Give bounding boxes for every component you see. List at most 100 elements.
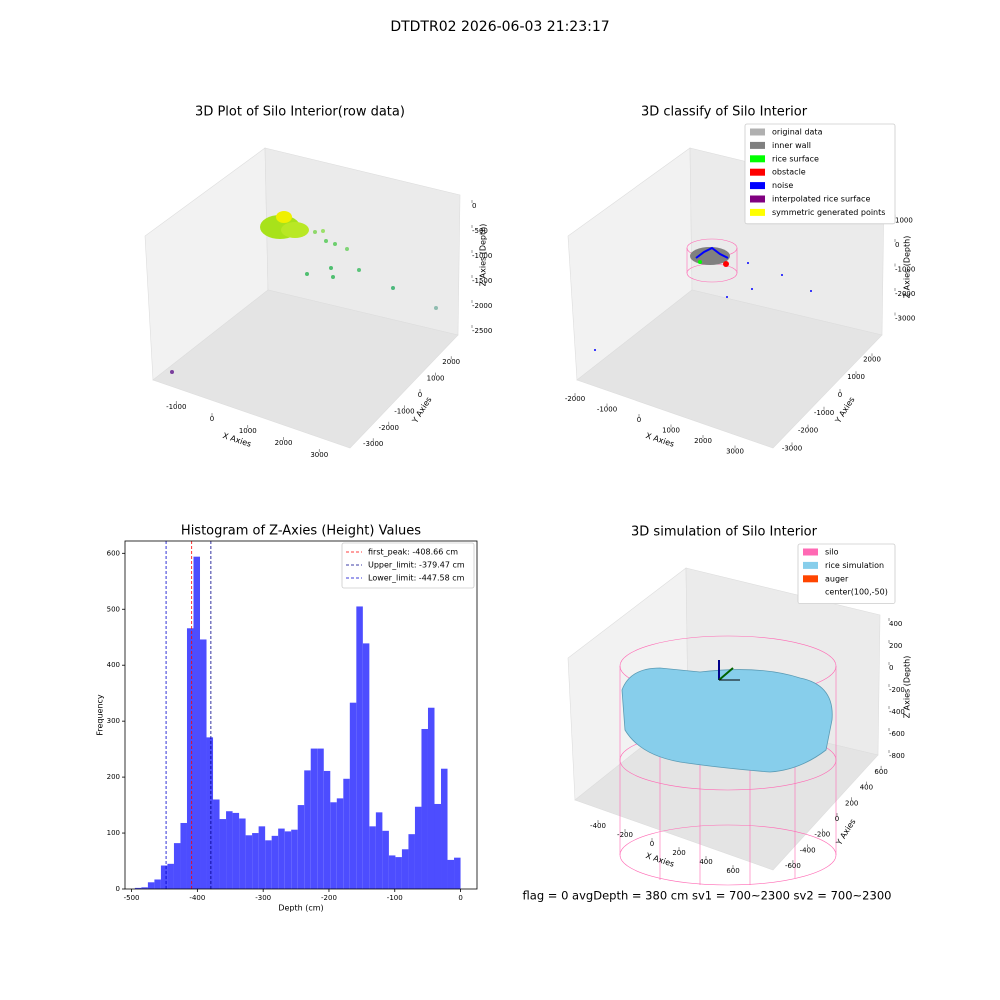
y-tick-label: 200 xyxy=(845,799,858,807)
legend-swatch xyxy=(803,561,818,569)
z-tick-label: -1500 xyxy=(472,277,492,285)
bar xyxy=(454,857,461,889)
legend-swatch xyxy=(750,182,765,190)
bar xyxy=(291,829,298,889)
z-tick-label: 0 xyxy=(472,202,476,210)
y-tick-label: -2000 xyxy=(379,424,399,432)
z-tick-label: 200 xyxy=(889,642,902,650)
y-tick-label: 600 xyxy=(874,768,887,776)
bar xyxy=(232,812,240,889)
bar xyxy=(206,737,214,889)
bar xyxy=(258,826,266,889)
bar xyxy=(265,840,272,889)
x-tick-label: -1000 xyxy=(166,403,186,411)
y-tick-label: 1000 xyxy=(847,373,865,381)
bar xyxy=(427,707,435,889)
legend-swatch xyxy=(750,141,765,149)
legend-label: obstacle xyxy=(772,168,806,177)
bar xyxy=(356,606,363,889)
panel-title: 3D Plot of Silo Interior(row data) xyxy=(195,105,405,120)
bar xyxy=(252,833,259,889)
y-tick-label: 600 xyxy=(107,549,120,557)
point-cloud xyxy=(170,211,438,374)
x-tick-label: -2000 xyxy=(565,395,585,403)
bar xyxy=(304,770,311,889)
bar xyxy=(434,803,442,889)
y-tick-label: 200 xyxy=(107,773,120,781)
legend-label: inner wall xyxy=(772,141,811,150)
y-axis-label: Frequency xyxy=(96,694,105,736)
bar xyxy=(441,768,448,889)
y-axis-label: Y Axies xyxy=(833,395,857,425)
legend-label: center(100,-50) xyxy=(825,588,888,597)
x-tick-label: 1000 xyxy=(239,427,257,435)
bar xyxy=(401,849,409,889)
legend-label: first_peak: -408.66 cm xyxy=(368,548,458,557)
legend-label: symmetric generated points xyxy=(772,208,885,217)
z-tick-label: -2000 xyxy=(895,290,915,298)
z-axis-label: Z Axies (Depth) xyxy=(479,224,488,287)
legend-box xyxy=(341,542,475,589)
legend-label: Lower_limit: -447.58 cm xyxy=(368,574,465,583)
y-tick-label: 0 xyxy=(418,391,422,399)
x-tick-label: 400 xyxy=(699,858,712,866)
legend-label: Upper_limit: -379.47 cm xyxy=(368,561,465,570)
bar xyxy=(382,830,389,889)
x-tick-label: -500 xyxy=(124,894,140,902)
axes-frame xyxy=(124,540,478,890)
legend-box xyxy=(797,543,896,604)
bar xyxy=(167,863,174,889)
bar xyxy=(160,865,168,889)
figure-title: DTDTR02 2026-06-03 21:23:17 xyxy=(390,19,609,35)
y-tick-label: 0 xyxy=(116,885,120,893)
x-tick-label: 0 xyxy=(458,894,462,902)
bar xyxy=(284,831,292,889)
z-tick-label: -200 xyxy=(889,686,905,694)
x-tick-label: -200 xyxy=(617,831,633,839)
z-tick-label: 1000 xyxy=(895,217,913,225)
x-axis-label: Depth (cm) xyxy=(278,904,323,913)
bar xyxy=(447,859,455,889)
y-tick-label: -1000 xyxy=(814,409,834,417)
bar xyxy=(310,748,318,889)
bar xyxy=(349,702,357,889)
x-tick-label: 0 xyxy=(637,416,641,424)
legend-swatch xyxy=(750,155,765,163)
panel-title: 3D simulation of Silo Interior xyxy=(631,525,818,540)
z-tick-label: 400 xyxy=(889,620,902,628)
x-tick-label: -1000 xyxy=(597,406,617,414)
pane-box xyxy=(144,147,461,449)
y-tick-label: -400 xyxy=(800,846,816,854)
y-tick-label: 400 xyxy=(107,661,120,669)
x-tick-label: 3000 xyxy=(310,451,328,459)
legend-label: rice simulation xyxy=(825,561,884,570)
bar xyxy=(317,748,324,889)
legend-swatch xyxy=(750,195,765,203)
y-tick-label: -1000 xyxy=(394,407,414,415)
z-axis-label: Z Axies (Depth) xyxy=(903,236,912,299)
legend-box xyxy=(744,123,896,225)
z-tick-label: -600 xyxy=(889,730,905,738)
legend-swatch xyxy=(750,168,765,176)
x-tick-label: 200 xyxy=(672,849,685,857)
bar xyxy=(186,628,194,889)
bar xyxy=(297,805,305,889)
legend-swatch xyxy=(750,128,765,136)
x-tick-label: 3000 xyxy=(726,448,744,456)
bar xyxy=(330,802,337,889)
z-tick-label: -2000 xyxy=(472,302,492,310)
x-tick-label: 600 xyxy=(726,867,739,875)
x-tick-label: 0 xyxy=(210,415,214,423)
silo-sketch xyxy=(594,238,812,351)
y-tick-label: 300 xyxy=(107,717,120,725)
bar xyxy=(369,826,376,889)
bar xyxy=(395,857,402,889)
y-tick-label: 100 xyxy=(107,829,120,837)
z-tick-label: -3000 xyxy=(895,315,915,323)
x-tick-label: -400 xyxy=(189,894,205,902)
panel-title: 3D classify of Silo Interior xyxy=(641,105,808,120)
z-tick-label: -2500 xyxy=(472,327,492,335)
z-tick-label: -500 xyxy=(472,227,488,235)
y-tick-label: -2000 xyxy=(798,427,818,435)
